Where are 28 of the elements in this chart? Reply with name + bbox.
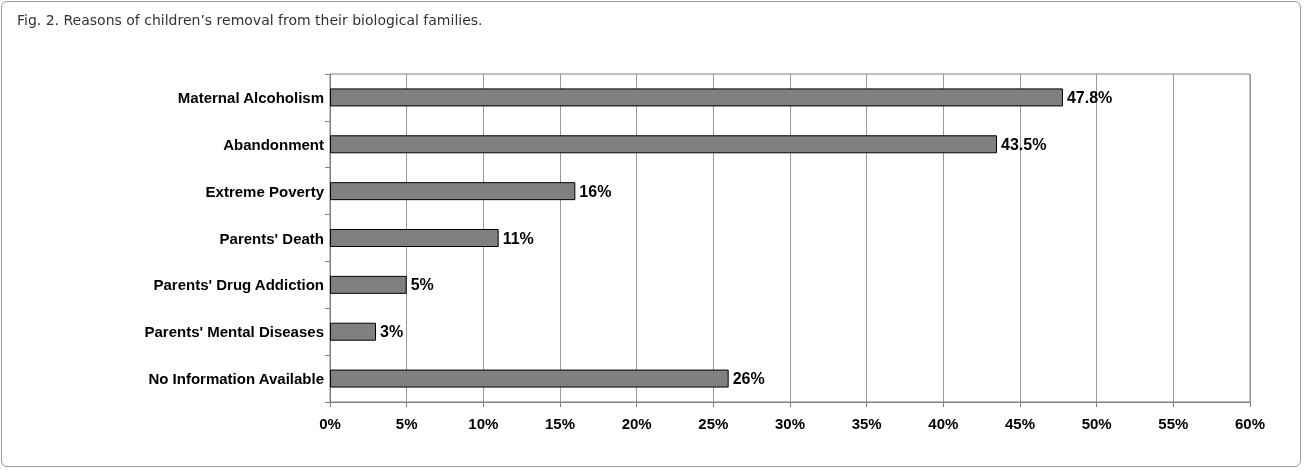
y-tick-label: Parents' Mental Diseases bbox=[144, 323, 324, 341]
chart-title: Fig. 2. Reasons of children’s removal from their biological families. bbox=[17, 12, 483, 28]
y-tick-label: Maternal Alcoholism bbox=[177, 88, 324, 106]
y-tick-label: Extreme Poverty bbox=[205, 182, 325, 200]
data-label: 11% bbox=[502, 229, 534, 247]
y-tick-label: No Information Available bbox=[148, 370, 324, 388]
x-tick-label: 15% bbox=[544, 415, 576, 432]
x-tick-label: 50% bbox=[1081, 415, 1112, 432]
data-label: 5% bbox=[410, 276, 434, 294]
data-label: 3% bbox=[380, 323, 404, 341]
x-tick-label: 5% bbox=[395, 415, 418, 432]
data-label: 43.5% bbox=[1001, 135, 1047, 153]
x-tick-label: 40% bbox=[928, 415, 959, 432]
data-label: 26% bbox=[732, 370, 765, 388]
y-tick-label: Parents' Drug Addiction bbox=[153, 276, 324, 294]
x-tick-label: 0% bbox=[319, 415, 341, 432]
y-tick-label: Parents' Death bbox=[219, 229, 324, 247]
y-tick-label: Abandonment bbox=[223, 135, 324, 153]
x-tick-label: 25% bbox=[698, 415, 729, 432]
x-tick-label: 60% bbox=[1234, 415, 1266, 432]
x-tick-label: 20% bbox=[621, 415, 652, 432]
data-label: 47.8% bbox=[1066, 88, 1113, 106]
x-tick-label: 45% bbox=[1004, 415, 1036, 432]
data-label: 16% bbox=[579, 182, 612, 200]
x-tick-label: 10% bbox=[468, 415, 499, 432]
x-tick-label: 30% bbox=[774, 415, 806, 432]
x-tick-label: 35% bbox=[851, 415, 882, 432]
x-tick-label: 55% bbox=[1158, 415, 1189, 432]
